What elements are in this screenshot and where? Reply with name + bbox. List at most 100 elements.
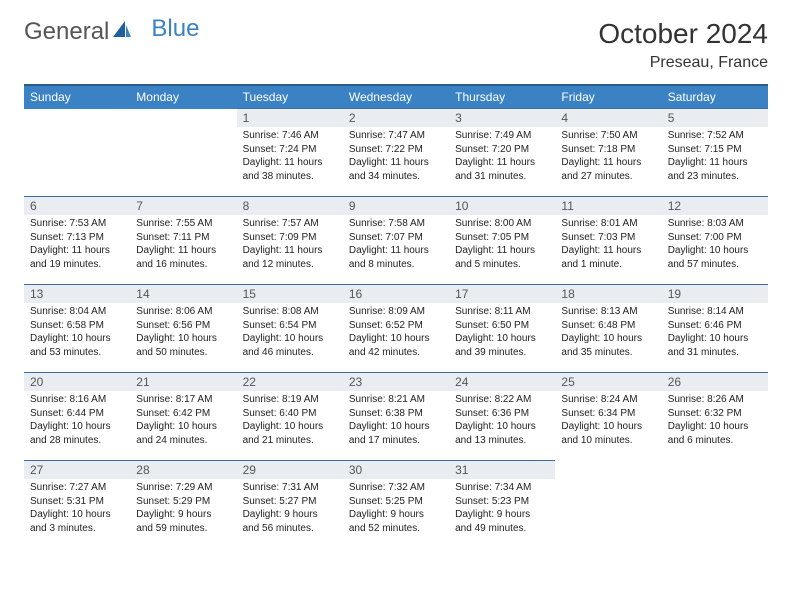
day-detail-line: Sunset: 7:05 PM <box>455 231 549 245</box>
day-details: Sunrise: 7:50 AMSunset: 7:18 PMDaylight:… <box>555 127 661 187</box>
day-detail-line: Daylight: 11 hours <box>561 156 655 170</box>
day-detail-line: and 39 minutes. <box>455 346 549 360</box>
day-detail-line: Daylight: 10 hours <box>668 244 762 258</box>
day-details: Sunrise: 7:52 AMSunset: 7:15 PMDaylight:… <box>662 127 768 187</box>
day-details: Sunrise: 7:34 AMSunset: 5:23 PMDaylight:… <box>449 479 555 539</box>
calendar-table: Sunday Monday Tuesday Wednesday Thursday… <box>24 84 768 549</box>
calendar-day-cell: 11Sunrise: 8:01 AMSunset: 7:03 PMDayligh… <box>555 197 661 285</box>
day-number: 14 <box>130 285 236 303</box>
day-detail-line: and 42 minutes. <box>349 346 443 360</box>
day-detail-line: and 46 minutes. <box>243 346 337 360</box>
day-detail-line: Sunset: 6:44 PM <box>30 407 124 421</box>
day-detail-line: Sunset: 6:42 PM <box>136 407 230 421</box>
calendar-day-cell: 26Sunrise: 8:26 AMSunset: 6:32 PMDayligh… <box>662 373 768 461</box>
calendar-day-cell: 29Sunrise: 7:31 AMSunset: 5:27 PMDayligh… <box>237 461 343 549</box>
day-detail-line: and 6 minutes. <box>668 434 762 448</box>
day-detail-line: Sunset: 7:20 PM <box>455 143 549 157</box>
day-detail-line: Sunrise: 7:32 AM <box>349 481 443 495</box>
day-detail-line: Daylight: 11 hours <box>561 244 655 258</box>
calendar-day-cell: 4Sunrise: 7:50 AMSunset: 7:18 PMDaylight… <box>555 109 661 197</box>
calendar-week-row: 6Sunrise: 7:53 AMSunset: 7:13 PMDaylight… <box>24 197 768 285</box>
day-detail-line: Sunrise: 8:24 AM <box>561 393 655 407</box>
day-details: Sunrise: 8:01 AMSunset: 7:03 PMDaylight:… <box>555 215 661 275</box>
day-details: Sunrise: 8:14 AMSunset: 6:46 PMDaylight:… <box>662 303 768 363</box>
day-details: Sunrise: 7:58 AMSunset: 7:07 PMDaylight:… <box>343 215 449 275</box>
logo-text-general: General <box>24 18 109 46</box>
day-detail-line: Sunrise: 8:11 AM <box>455 305 549 319</box>
weekday-header: Monday <box>130 85 236 109</box>
day-detail-line: and 13 minutes. <box>455 434 549 448</box>
day-detail-line: and 3 minutes. <box>30 522 124 536</box>
day-details: Sunrise: 8:16 AMSunset: 6:44 PMDaylight:… <box>24 391 130 451</box>
day-detail-line: Sunrise: 8:04 AM <box>30 305 124 319</box>
calendar-day-cell: 21Sunrise: 8:17 AMSunset: 6:42 PMDayligh… <box>130 373 236 461</box>
day-number: 31 <box>449 461 555 479</box>
day-number: 21 <box>130 373 236 391</box>
calendar-day-cell: 5Sunrise: 7:52 AMSunset: 7:15 PMDaylight… <box>662 109 768 197</box>
day-detail-line: Sunrise: 8:17 AM <box>136 393 230 407</box>
calendar-day-cell: 28Sunrise: 7:29 AMSunset: 5:29 PMDayligh… <box>130 461 236 549</box>
day-details: Sunrise: 8:17 AMSunset: 6:42 PMDaylight:… <box>130 391 236 451</box>
day-detail-line: and 28 minutes. <box>30 434 124 448</box>
day-number: 5 <box>662 109 768 127</box>
day-detail-line: Sunrise: 8:16 AM <box>30 393 124 407</box>
day-number: 16 <box>343 285 449 303</box>
day-detail-line: Sunset: 5:31 PM <box>30 495 124 509</box>
calendar-day-cell: 31Sunrise: 7:34 AMSunset: 5:23 PMDayligh… <box>449 461 555 549</box>
day-details: Sunrise: 7:47 AMSunset: 7:22 PMDaylight:… <box>343 127 449 187</box>
day-detail-line: and 59 minutes. <box>136 522 230 536</box>
day-detail-line: Sunrise: 7:58 AM <box>349 217 443 231</box>
day-detail-line: and 34 minutes. <box>349 170 443 184</box>
calendar-day-cell: 20Sunrise: 8:16 AMSunset: 6:44 PMDayligh… <box>24 373 130 461</box>
weekday-header: Thursday <box>449 85 555 109</box>
day-number: 28 <box>130 461 236 479</box>
calendar-day-cell: 7Sunrise: 7:55 AMSunset: 7:11 PMDaylight… <box>130 197 236 285</box>
day-detail-line: Sunset: 6:48 PM <box>561 319 655 333</box>
day-detail-line: and 50 minutes. <box>136 346 230 360</box>
logo: General Blue <box>24 18 199 46</box>
day-details: Sunrise: 8:21 AMSunset: 6:38 PMDaylight:… <box>343 391 449 451</box>
day-detail-line: Sunset: 6:52 PM <box>349 319 443 333</box>
day-details: Sunrise: 7:27 AMSunset: 5:31 PMDaylight:… <box>24 479 130 539</box>
day-detail-line: Daylight: 10 hours <box>136 332 230 346</box>
calendar-day-cell: 2Sunrise: 7:47 AMSunset: 7:22 PMDaylight… <box>343 109 449 197</box>
day-number: 3 <box>449 109 555 127</box>
calendar-day-cell: 9Sunrise: 7:58 AMSunset: 7:07 PMDaylight… <box>343 197 449 285</box>
day-number: 15 <box>237 285 343 303</box>
title-block: October 2024 Preseau, France <box>598 18 768 72</box>
day-detail-line: Daylight: 10 hours <box>668 332 762 346</box>
day-detail-line: and 17 minutes. <box>349 434 443 448</box>
day-detail-line: Daylight: 9 hours <box>243 508 337 522</box>
day-detail-line: Daylight: 9 hours <box>455 508 549 522</box>
day-detail-line: Sunset: 6:38 PM <box>349 407 443 421</box>
day-detail-line: and 38 minutes. <box>243 170 337 184</box>
day-number: 9 <box>343 197 449 215</box>
calendar-day-cell <box>555 461 661 549</box>
day-detail-line: Sunrise: 8:01 AM <box>561 217 655 231</box>
day-detail-line: Sunset: 6:56 PM <box>136 319 230 333</box>
day-detail-line: Daylight: 10 hours <box>668 420 762 434</box>
calendar-day-cell <box>662 461 768 549</box>
day-detail-line: Sunset: 6:36 PM <box>455 407 549 421</box>
day-detail-line: Sunset: 6:34 PM <box>561 407 655 421</box>
day-detail-line: Daylight: 11 hours <box>668 156 762 170</box>
day-number: 30 <box>343 461 449 479</box>
day-number: 12 <box>662 197 768 215</box>
day-number: 1 <box>237 109 343 127</box>
day-details: Sunrise: 8:08 AMSunset: 6:54 PMDaylight:… <box>237 303 343 363</box>
day-detail-line: Sunrise: 8:14 AM <box>668 305 762 319</box>
calendar-day-cell: 18Sunrise: 8:13 AMSunset: 6:48 PMDayligh… <box>555 285 661 373</box>
day-detail-line: Sunset: 6:54 PM <box>243 319 337 333</box>
day-details: Sunrise: 8:09 AMSunset: 6:52 PMDaylight:… <box>343 303 449 363</box>
day-detail-line: Sunset: 6:46 PM <box>668 319 762 333</box>
day-detail-line: Sunrise: 7:27 AM <box>30 481 124 495</box>
logo-sail-icon <box>111 18 133 46</box>
day-detail-line: Daylight: 10 hours <box>30 420 124 434</box>
calendar-day-cell: 6Sunrise: 7:53 AMSunset: 7:13 PMDaylight… <box>24 197 130 285</box>
day-detail-line: Sunset: 7:13 PM <box>30 231 124 245</box>
day-details: Sunrise: 7:32 AMSunset: 5:25 PMDaylight:… <box>343 479 449 539</box>
day-detail-line: Sunset: 7:07 PM <box>349 231 443 245</box>
day-detail-line: Daylight: 11 hours <box>455 244 549 258</box>
day-detail-line: Sunrise: 8:19 AM <box>243 393 337 407</box>
day-detail-line: Sunset: 7:00 PM <box>668 231 762 245</box>
